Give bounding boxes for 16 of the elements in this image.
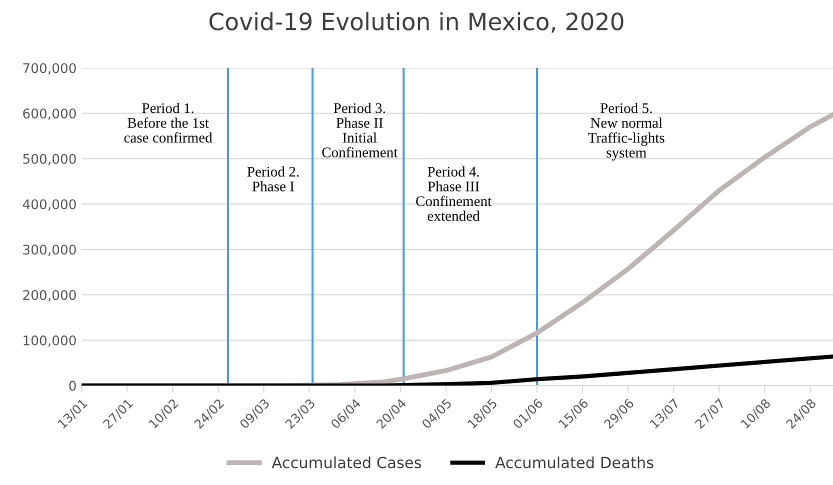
annotation: Period 4. Phase III Confinement extended — [416, 166, 492, 221]
y-tick-label: 600,000 — [23, 108, 76, 120]
y-tick-label: 100,000 — [24, 335, 76, 347]
annotation: Period 2. Phase I — [247, 166, 299, 192]
y-tick-label: 400,000 — [22, 199, 76, 211]
y-tick-label: 300,000 — [23, 244, 76, 256]
chart-title: Covid-19 Evolution in Mexico, 2020 — [209, 12, 624, 33]
y-tick-label: 0 — [69, 380, 76, 391]
legend-label: Accumulated Cases — [272, 456, 422, 468]
annotation: Period 5. New normal Traffic-lights system — [588, 102, 664, 161]
annotation: Period 1. Before the 1st case confirmed — [124, 102, 212, 143]
y-tick-label: 700,000 — [23, 63, 76, 74]
legend-label: Accumulated Deaths — [495, 456, 654, 468]
y-tick-label: 200,000 — [23, 290, 76, 302]
annotation: Period 3. Phase II Initial Confinement — [322, 102, 398, 158]
y-tick-label: 500,000 — [23, 154, 76, 166]
